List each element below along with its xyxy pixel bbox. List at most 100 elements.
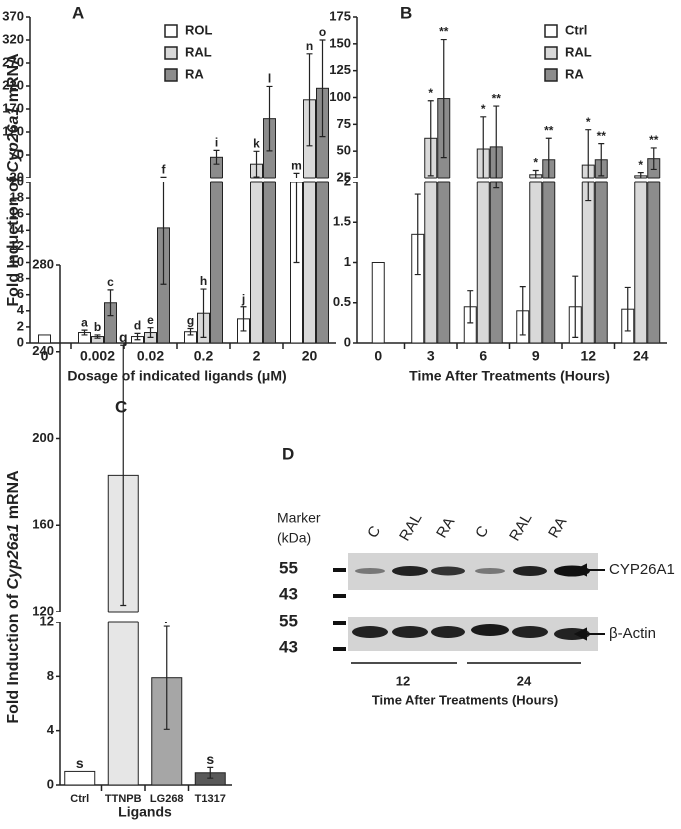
axis-break	[54, 612, 232, 622]
time-label: 12	[396, 673, 410, 688]
axis-break-edge	[490, 177, 503, 183]
y-tick-label: 150	[329, 35, 351, 50]
y-tick-label: 0	[17, 334, 24, 349]
y-tick-label: 200	[32, 430, 54, 445]
x-axis-label: Time After Treatments (Hours)	[372, 692, 558, 707]
y-tick-label: 20	[10, 173, 24, 188]
error-bar	[319, 39, 326, 138]
error-bar	[134, 332, 141, 341]
bar	[210, 156, 223, 344]
axis-break	[24, 178, 336, 182]
y-axis-label: Fold Induction of Cyp26a1 mRNA	[5, 470, 22, 724]
y-tick-label: 270	[2, 54, 24, 69]
bar	[647, 158, 661, 344]
error-bar	[598, 143, 605, 177]
y-tick-label: 18	[10, 190, 24, 205]
axis-break-edge	[477, 177, 490, 183]
y-tick-label: 100	[329, 89, 351, 104]
annotation: *	[638, 158, 643, 172]
legend-swatch	[544, 46, 558, 60]
marker-label: Marker	[277, 510, 321, 526]
annotation: j	[241, 292, 245, 306]
axis-break-edge	[529, 177, 542, 183]
x-tick-label: 24	[633, 348, 649, 364]
error-bar	[200, 288, 207, 338]
x-tick-label: 12	[580, 348, 596, 364]
axis-break-edge	[108, 611, 139, 623]
axis-break-edge	[582, 177, 595, 183]
legend-label: ROL	[185, 22, 213, 37]
y-tick-label: 1.5	[333, 214, 351, 229]
panel-d: D Marker (kDa) C RAL RA C RAL RA 55 43 5…	[277, 444, 675, 707]
y-tick-label: 170	[2, 100, 24, 115]
error-bar	[493, 105, 500, 189]
marker-size: 43	[279, 584, 298, 603]
y-axis-label-part: Fold Induction of	[5, 172, 22, 306]
bar	[371, 262, 385, 344]
bar	[38, 334, 51, 344]
x-tick-label: 0	[41, 348, 49, 364]
error-bar	[467, 290, 474, 324]
y-tick-label: 120	[32, 603, 54, 618]
error-bar	[266, 85, 273, 152]
legend-swatch	[164, 24, 178, 38]
y-tick-label: 75	[337, 116, 351, 131]
error-bar	[147, 327, 154, 338]
error-bar	[160, 176, 167, 285]
error-bar	[519, 286, 526, 336]
error-bar	[293, 172, 300, 264]
band-arrows	[573, 563, 605, 641]
y-tick-label: 175	[329, 8, 351, 23]
marker-size: 43	[279, 637, 298, 656]
y-axis-label-part: mRNA	[5, 470, 22, 524]
x-tick-label: LG268	[150, 793, 184, 805]
y-tick-label: 4	[47, 722, 55, 737]
lane-label: RAL	[506, 510, 535, 544]
legend-label: RAL	[185, 44, 212, 59]
annotation: d	[134, 319, 141, 333]
annotation: *	[533, 156, 538, 170]
axis-break-edge	[437, 177, 450, 183]
annotation: h	[200, 274, 207, 288]
annotation: **	[492, 91, 502, 105]
error-bar	[427, 100, 434, 177]
y-axis-label-part: Cyp26a1	[5, 107, 22, 173]
error-bar	[414, 193, 421, 276]
y-tick-label: 240	[32, 343, 54, 358]
legend-swatch	[544, 24, 558, 38]
y-tick-label: 1	[344, 254, 351, 269]
band	[355, 568, 385, 574]
y-tick-label: 120	[2, 123, 24, 138]
band-label: CYP26A1	[609, 561, 675, 578]
band	[392, 626, 428, 638]
y-axis-label: Fold Induction of Cyp26a1 mRNA	[5, 53, 22, 307]
legend-label: Ctrl	[565, 22, 587, 37]
error-bar	[572, 275, 579, 338]
error-bar	[163, 625, 170, 730]
error-bar	[107, 289, 114, 317]
axis-break-edge	[647, 177, 660, 183]
panel-letter: D	[282, 444, 294, 463]
band	[392, 566, 428, 576]
band	[475, 568, 505, 574]
band-label: β-Actin	[609, 625, 656, 642]
y-tick-label: 220	[2, 77, 24, 92]
y-tick-label: 125	[329, 62, 351, 77]
time-label: 24	[517, 673, 532, 688]
y-tick-label: 320	[2, 31, 24, 46]
y-tick-label: 12	[10, 238, 24, 253]
y-axis-label-part: mRNA	[5, 53, 22, 107]
error-bar	[650, 147, 657, 171]
legend-label: RA	[185, 66, 204, 81]
band	[431, 566, 465, 576]
marker-size: 55	[279, 558, 298, 577]
annotation: **	[439, 25, 449, 39]
error-bar	[94, 334, 101, 339]
band	[471, 624, 509, 636]
annotation: c	[107, 275, 114, 289]
axis-break-edge	[595, 177, 608, 183]
y-tick-label: 70	[10, 146, 24, 161]
band	[431, 626, 465, 638]
annotation: *	[481, 102, 486, 116]
